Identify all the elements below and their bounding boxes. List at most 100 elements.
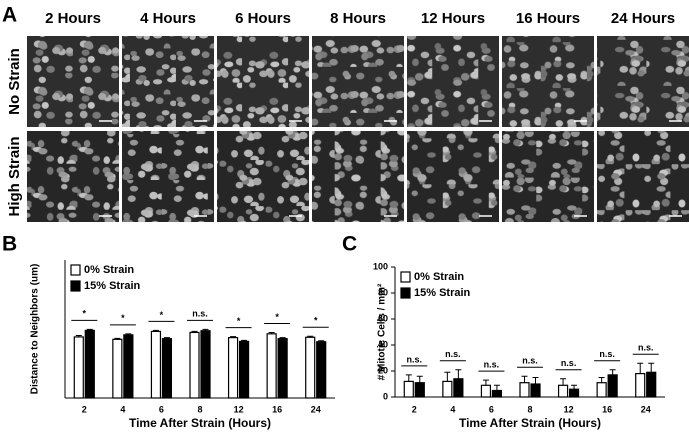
significance-label: * (237, 316, 241, 326)
error-bar (86, 328, 93, 331)
column-header: 24 Hours (611, 10, 675, 27)
significance-label: * (275, 312, 279, 322)
bar (316, 341, 327, 399)
bar (200, 330, 211, 399)
bar (189, 331, 200, 399)
x-axis-title: Time After Strain (Hours) (129, 416, 271, 430)
significance-label: n.s. (445, 349, 461, 359)
y-tick-label: 60 (378, 313, 388, 323)
bar (480, 384, 492, 398)
micrograph (502, 36, 594, 127)
error-bar (455, 369, 462, 379)
micrograph (122, 36, 214, 127)
bar (123, 334, 134, 399)
significance-label: * (160, 310, 164, 320)
y-tick-label: 100 (373, 261, 388, 271)
column-header: 6 Hours (235, 10, 291, 27)
y-tick-label: 20 (378, 365, 388, 375)
significance-label: * (121, 313, 125, 323)
bar (277, 338, 288, 399)
column-header: 2 Hours (45, 10, 101, 27)
bar (161, 338, 173, 399)
panel-label: B (2, 233, 17, 256)
x-tick-label: 6 (159, 404, 164, 414)
error-bar (307, 335, 314, 338)
bar (557, 384, 569, 398)
micrograph (407, 36, 499, 127)
bar (646, 371, 657, 398)
x-tick-label: 16 (602, 404, 612, 414)
error-bar (444, 371, 451, 382)
bar (530, 383, 541, 398)
bar (635, 373, 646, 398)
x-tick-label: 8 (527, 404, 532, 414)
error-bar (521, 375, 528, 383)
row-label: No Strain (6, 48, 23, 115)
legend-swatch (400, 287, 411, 299)
error-bar (318, 340, 325, 342)
column-header: 16 Hours (516, 10, 580, 27)
y-axis-title: # Mitotic Cells / mm² (377, 283, 388, 380)
bar (403, 380, 414, 398)
significance-label: n.s. (522, 356, 538, 366)
x-tick-label: 4 (450, 404, 455, 414)
bar (491, 389, 503, 398)
error-bar (493, 384, 500, 391)
micrograph (312, 131, 404, 222)
micrograph (27, 36, 119, 127)
error-bar (191, 330, 198, 333)
x-tick-label: 12 (234, 404, 244, 414)
y-tick-label: 40 (378, 339, 388, 349)
legend-label: 0% Strain (414, 271, 464, 283)
significance-label: * (314, 316, 318, 326)
bar (442, 380, 453, 398)
micrograph (27, 131, 119, 222)
micrograph (502, 131, 594, 222)
significance-label: n.s. (407, 354, 423, 364)
error-bar (152, 329, 159, 332)
y-axis-title: Distance to Neighbors (um) (30, 264, 41, 395)
micrograph (217, 36, 309, 127)
significance-label: n.s. (192, 309, 208, 319)
bar (150, 330, 162, 399)
x-tick-label: 6 (489, 404, 494, 414)
error-bar (230, 336, 237, 338)
bar (305, 336, 316, 399)
bar (227, 337, 239, 399)
micrograph (407, 131, 499, 222)
micrograph (597, 36, 689, 127)
bar (414, 382, 425, 398)
significance-label: n.s. (638, 343, 654, 353)
column-header: 8 Hours (330, 10, 386, 27)
error-bar (268, 331, 275, 334)
error-bar (482, 379, 489, 386)
micrograph (597, 131, 689, 222)
error-bar (241, 339, 248, 342)
significance-label: n.s. (599, 349, 615, 359)
x-tick-label: 24 (311, 404, 321, 414)
column-header: 12 Hours (421, 10, 485, 27)
bar (238, 340, 250, 399)
bar (112, 338, 123, 399)
error-bar (648, 362, 655, 373)
error-bar (279, 337, 286, 339)
bar (568, 388, 580, 398)
significance-label: * (83, 309, 87, 319)
y-tick-label: 0 (383, 391, 388, 401)
x-tick-label: 2 (82, 404, 87, 414)
panel-label: C (342, 233, 357, 256)
error-bar (609, 369, 616, 375)
error-bar (637, 362, 644, 374)
x-tick-label: 24 (641, 404, 651, 414)
bar (84, 329, 95, 399)
x-tick-label: 4 (120, 404, 125, 414)
bar (73, 336, 84, 399)
error-bar (163, 337, 170, 339)
bar (607, 374, 618, 398)
error-bar (202, 328, 209, 331)
bar (266, 333, 277, 399)
y-tick-label: 80 (378, 287, 388, 297)
bar (596, 382, 607, 398)
error-bar (75, 335, 82, 337)
